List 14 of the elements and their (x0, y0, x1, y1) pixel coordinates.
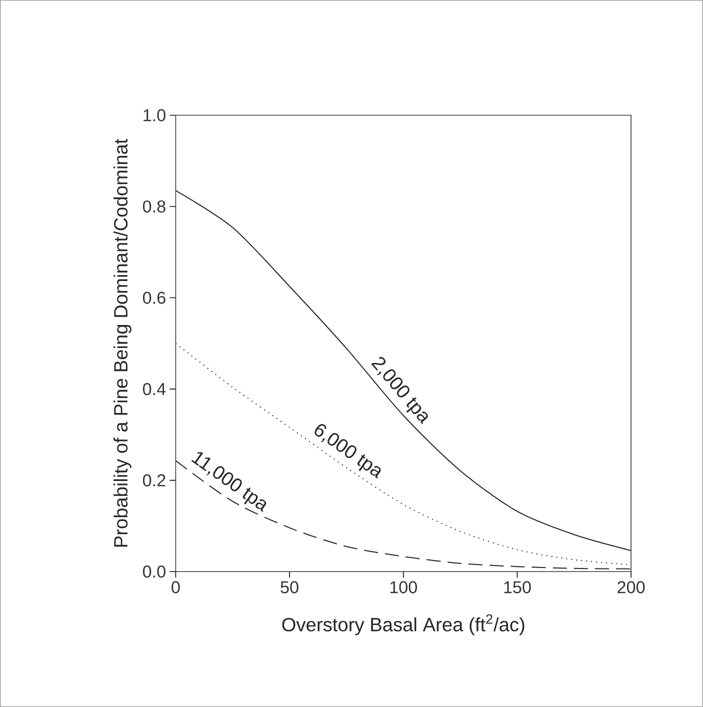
y-axis-title: Probability of a Pine Being Dominant/Codominat (114, 138, 132, 547)
line-series (176, 190, 632, 552)
y-tick-label: 0.4 (142, 382, 166, 396)
x-tick-label: 0 (172, 581, 180, 594)
x-axis-title: Overstory Basal Area (ft$^{2}$/ac) (282, 614, 524, 636)
y-tick-label: 0.6 (142, 292, 166, 304)
y-tick-label: 0.2 (142, 474, 166, 486)
x-tick-label: 200 (618, 581, 645, 594)
x-tick-label: 50 (280, 581, 298, 594)
y-tick-label: 0.0 (142, 566, 166, 578)
x-tick-label: 100 (390, 581, 418, 594)
y-tick-label: 0.8 (142, 200, 166, 213)
x-tick-label: 150 (504, 581, 531, 594)
y-tick-label: 1.0 (144, 109, 166, 122)
